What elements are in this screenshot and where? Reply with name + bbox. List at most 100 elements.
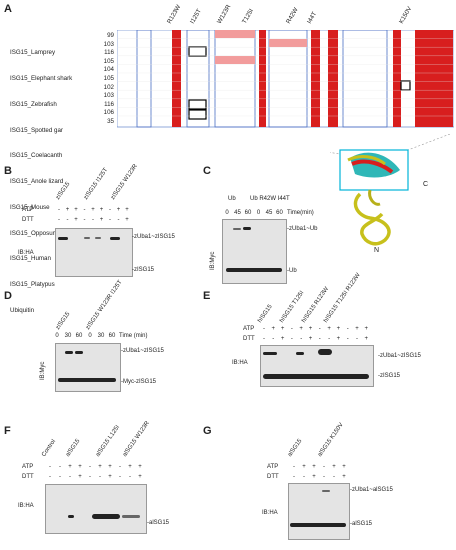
- atp-sign: +: [138, 464, 142, 470]
- dtt-sign: +: [312, 474, 316, 480]
- blot-band: [58, 237, 68, 240]
- blot-band: [263, 352, 277, 355]
- position-number: 105: [103, 57, 114, 65]
- species-name: ISG15_Platypus: [10, 281, 55, 289]
- time-point: 30: [64, 333, 72, 339]
- position-number: 103: [103, 40, 114, 48]
- blot-band: [84, 237, 90, 239]
- dtt-sign: -: [328, 336, 331, 342]
- panel-c-label: C: [203, 165, 211, 177]
- atp-sign: +: [280, 326, 285, 332]
- dtt-sign: -: [263, 336, 265, 342]
- c-terminus-label: C: [423, 181, 429, 188]
- species-name: ISG15_Elephant shark: [10, 74, 73, 82]
- atp-sign: -: [49, 464, 51, 470]
- blot-band: [58, 378, 116, 382]
- band-label: -Ub: [287, 268, 297, 274]
- atp-sign: -: [293, 464, 295, 470]
- time-point: 60: [75, 333, 83, 339]
- atp-sign: -: [290, 326, 293, 332]
- mutation-label: K150V: [397, 5, 414, 26]
- lane-label: zISG15 W123R: [110, 163, 139, 201]
- atp-sign: +: [128, 464, 132, 470]
- blot-band: [95, 237, 101, 239]
- panel-a-label: A: [4, 3, 12, 15]
- position-number: 99: [107, 32, 114, 39]
- atp-sign: +: [98, 464, 102, 470]
- dtt-sign: -: [293, 474, 295, 480]
- blot-band: [65, 351, 73, 354]
- blot-band: [226, 268, 282, 272]
- blot-g: [288, 483, 350, 540]
- panel-e-label: E: [203, 290, 211, 302]
- time-point: 60: [244, 210, 252, 216]
- dtt-sign: -: [318, 336, 321, 342]
- n-terminus-label: N: [374, 247, 380, 254]
- time-point: 0: [55, 333, 59, 339]
- band-label: -alSG15: [147, 520, 170, 526]
- dtt-sign: -: [99, 474, 101, 480]
- mutation-label: I44T: [305, 10, 319, 25]
- species-name: Ubiquitin: [10, 307, 35, 314]
- atp-sign: +: [68, 464, 72, 470]
- atp-sign: +: [302, 464, 306, 470]
- atp-sign: +: [125, 207, 129, 213]
- position-number: 102: [103, 83, 114, 91]
- blot-c: [222, 219, 287, 284]
- lane-label: Control: [41, 438, 58, 458]
- blot-band: [75, 351, 83, 354]
- dtt-sign: -: [290, 336, 293, 342]
- dtt-sign: -: [109, 217, 111, 223]
- band-label: -zISG15: [132, 267, 155, 273]
- lane-label: alSG15 L125I: [95, 424, 122, 458]
- dtt-sign: -: [69, 474, 71, 480]
- ib-label: IB:HA: [262, 510, 278, 516]
- dtt-sign: -: [119, 474, 121, 480]
- dtt-sign: -: [66, 217, 69, 223]
- lane-label: zISG15 I125T: [83, 167, 110, 201]
- atp-sign: +: [332, 464, 336, 470]
- dtt-row-label: DTT: [243, 336, 255, 342]
- atp-sign: +: [74, 207, 78, 213]
- dtt-sign: -: [117, 217, 120, 223]
- dtt-sign: -: [346, 336, 349, 342]
- species-name: ISG15_Coelacanth: [10, 152, 63, 160]
- atp-sign: -: [59, 464, 61, 470]
- band-label: -Myc-zISG15: [121, 379, 157, 385]
- ib-label: IB:HA: [232, 360, 248, 366]
- dtt-sign: -: [356, 336, 358, 342]
- atp-sign: +: [355, 326, 359, 332]
- dtt-sign: -: [272, 336, 275, 342]
- dtt-sign: +: [99, 217, 104, 223]
- lane-label: hISG15 T125I R123W: [323, 272, 362, 324]
- atp-sign: +: [336, 326, 341, 332]
- dtt-sign: -: [333, 474, 335, 480]
- panel-b-label: B: [4, 165, 12, 177]
- atp-sign: +: [312, 464, 316, 470]
- blot-band: [92, 514, 120, 519]
- blot-f: [45, 484, 147, 534]
- atp-row-label: ATP: [243, 326, 255, 332]
- dtt-sign: -: [303, 474, 305, 480]
- atp-sign: -: [119, 464, 121, 470]
- atp-row-label: ATP: [22, 464, 34, 470]
- atp-sign: -: [263, 326, 265, 332]
- protein-structure: [330, 134, 450, 246]
- dtt-sign: -: [83, 217, 86, 223]
- species-list: ISG15_Lamprey ISG15_Elephant shark ISG15…: [10, 32, 72, 324]
- atp-sign: +: [271, 326, 276, 332]
- band-label: -zISG15: [378, 373, 401, 379]
- dtt-sign: +: [336, 336, 341, 342]
- ib-label: IB:HA: [18, 250, 34, 256]
- lane-label: hISG15: [257, 303, 274, 324]
- lane-label: alSG15 K150V: [317, 422, 345, 458]
- position-number: 104: [103, 66, 114, 74]
- species-name: ISG15_Zebrafish: [10, 100, 57, 108]
- mutation-label: W123R: [215, 3, 233, 25]
- blot-band: [296, 352, 304, 355]
- dtt-sign: -: [92, 217, 94, 223]
- time-point: 0: [225, 210, 229, 216]
- dtt-sign: -: [49, 474, 51, 480]
- blot-b: [55, 228, 133, 277]
- atp-sign: +: [116, 207, 121, 213]
